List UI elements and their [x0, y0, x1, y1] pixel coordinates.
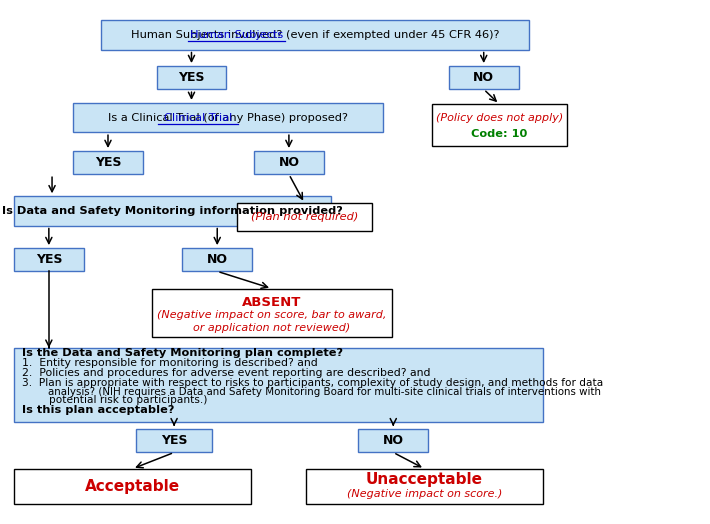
Text: Acceptable: Acceptable	[84, 479, 180, 494]
Text: Human Subjects: Human Subjects	[190, 30, 283, 40]
FancyBboxPatch shape	[432, 104, 567, 146]
FancyBboxPatch shape	[254, 151, 324, 174]
Text: NO: NO	[278, 156, 300, 169]
FancyBboxPatch shape	[152, 289, 392, 337]
Text: YES: YES	[94, 156, 121, 169]
FancyBboxPatch shape	[157, 66, 226, 89]
FancyBboxPatch shape	[14, 248, 84, 271]
Text: YES: YES	[178, 71, 204, 84]
Text: 2.  Policies and procedures for adverse event reporting are described? and: 2. Policies and procedures for adverse e…	[23, 368, 431, 378]
FancyBboxPatch shape	[182, 248, 252, 271]
Text: analysis? (NIH requires a Data and Safety Monitoring Board for multi-site clinic: analysis? (NIH requires a Data and Safet…	[23, 387, 601, 397]
FancyBboxPatch shape	[136, 429, 212, 452]
FancyBboxPatch shape	[73, 151, 143, 174]
Text: NO: NO	[207, 253, 228, 266]
Text: (Negative impact on score.): (Negative impact on score.)	[347, 489, 502, 499]
FancyBboxPatch shape	[449, 66, 518, 89]
FancyBboxPatch shape	[306, 469, 543, 504]
FancyBboxPatch shape	[14, 196, 331, 226]
Text: YES: YES	[36, 253, 62, 266]
Text: Is the Data and Safety Monitoring plan complete?: Is the Data and Safety Monitoring plan c…	[23, 348, 344, 358]
Text: Is a Clinical Trial (of any Phase) proposed?: Is a Clinical Trial (of any Phase) propo…	[108, 113, 348, 123]
Text: (Plan not required): (Plan not required)	[251, 212, 359, 222]
FancyBboxPatch shape	[14, 469, 251, 504]
FancyBboxPatch shape	[101, 20, 529, 50]
Text: (Policy does not apply): (Policy does not apply)	[436, 113, 563, 123]
Text: NO: NO	[383, 434, 404, 447]
Text: Code: 10: Code: 10	[471, 129, 528, 139]
FancyBboxPatch shape	[73, 103, 383, 132]
Text: Is Data and Safety Monitoring information provided?: Is Data and Safety Monitoring informatio…	[2, 206, 343, 216]
Text: NO: NO	[474, 71, 494, 84]
Text: (Negative impact on score, bar to award,
or application not reviewed): (Negative impact on score, bar to award,…	[157, 310, 386, 333]
Text: ABSENT: ABSENT	[242, 296, 302, 309]
Text: YES: YES	[161, 434, 187, 447]
Text: 3.  Plan is appropriate with respect to risks to participants, complexity of stu: 3. Plan is appropriate with respect to r…	[23, 378, 604, 388]
FancyBboxPatch shape	[236, 203, 373, 231]
Text: Is this plan acceptable?: Is this plan acceptable?	[23, 405, 175, 415]
FancyBboxPatch shape	[14, 348, 543, 422]
FancyBboxPatch shape	[359, 429, 428, 452]
Text: Human Subjects involved? (even if exempted under 45 CFR 46)?: Human Subjects involved? (even if exempt…	[131, 30, 499, 40]
Text: Clinical Trial: Clinical Trial	[164, 113, 232, 123]
Text: potential risk to participants.): potential risk to participants.)	[23, 395, 208, 405]
Text: 1.  Entity responsible for monitoring is described? and: 1. Entity responsible for monitoring is …	[23, 358, 318, 368]
Text: Unacceptable: Unacceptable	[366, 472, 483, 487]
